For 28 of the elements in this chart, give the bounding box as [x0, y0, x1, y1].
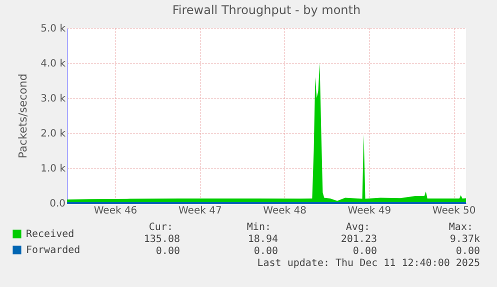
- text: Last update: Thu Dec 11 12:40:00 2025: [257, 258, 480, 269]
- x-tick-label: Week 46: [94, 206, 138, 216]
- y-tick-label: 5.0 k: [40, 24, 66, 34]
- text: 0.00: [156, 246, 180, 257]
- x-tick-label: Week 49: [348, 206, 392, 216]
- chart-title: Firewall Throughput - by month: [172, 3, 361, 17]
- text: 0.00: [254, 246, 278, 257]
- y-axis-title: Packets/second: [16, 74, 30, 158]
- text: 135.08: [144, 234, 180, 245]
- text: Avg:: [346, 222, 370, 233]
- text: 0.00: [352, 246, 377, 257]
- x-tick-label: Week 50: [432, 206, 476, 216]
- x-tick-label: Week 48: [263, 206, 306, 216]
- text: Min:: [246, 222, 271, 233]
- y-tick-label: 2.0 k: [40, 128, 66, 140]
- x-tick-label: Week 47: [178, 206, 222, 216]
- y-tick-label: 0.0: [50, 198, 66, 210]
- y-tick-label: 3.0 k: [40, 94, 66, 104]
- legend-label: Forwarded: [26, 245, 80, 256]
- y-tick-label: 4.0 k: [40, 58, 66, 70]
- text: 9.37k: [450, 234, 480, 245]
- text: 18.94: [248, 234, 278, 245]
- text: Cur:: [148, 222, 173, 233]
- y-tick-label: 1.0 k: [40, 164, 66, 174]
- text: 201.23: [340, 234, 377, 245]
- text: Max:: [448, 222, 473, 233]
- legend-label: Received: [26, 229, 74, 240]
- text: 0.00: [456, 246, 480, 257]
